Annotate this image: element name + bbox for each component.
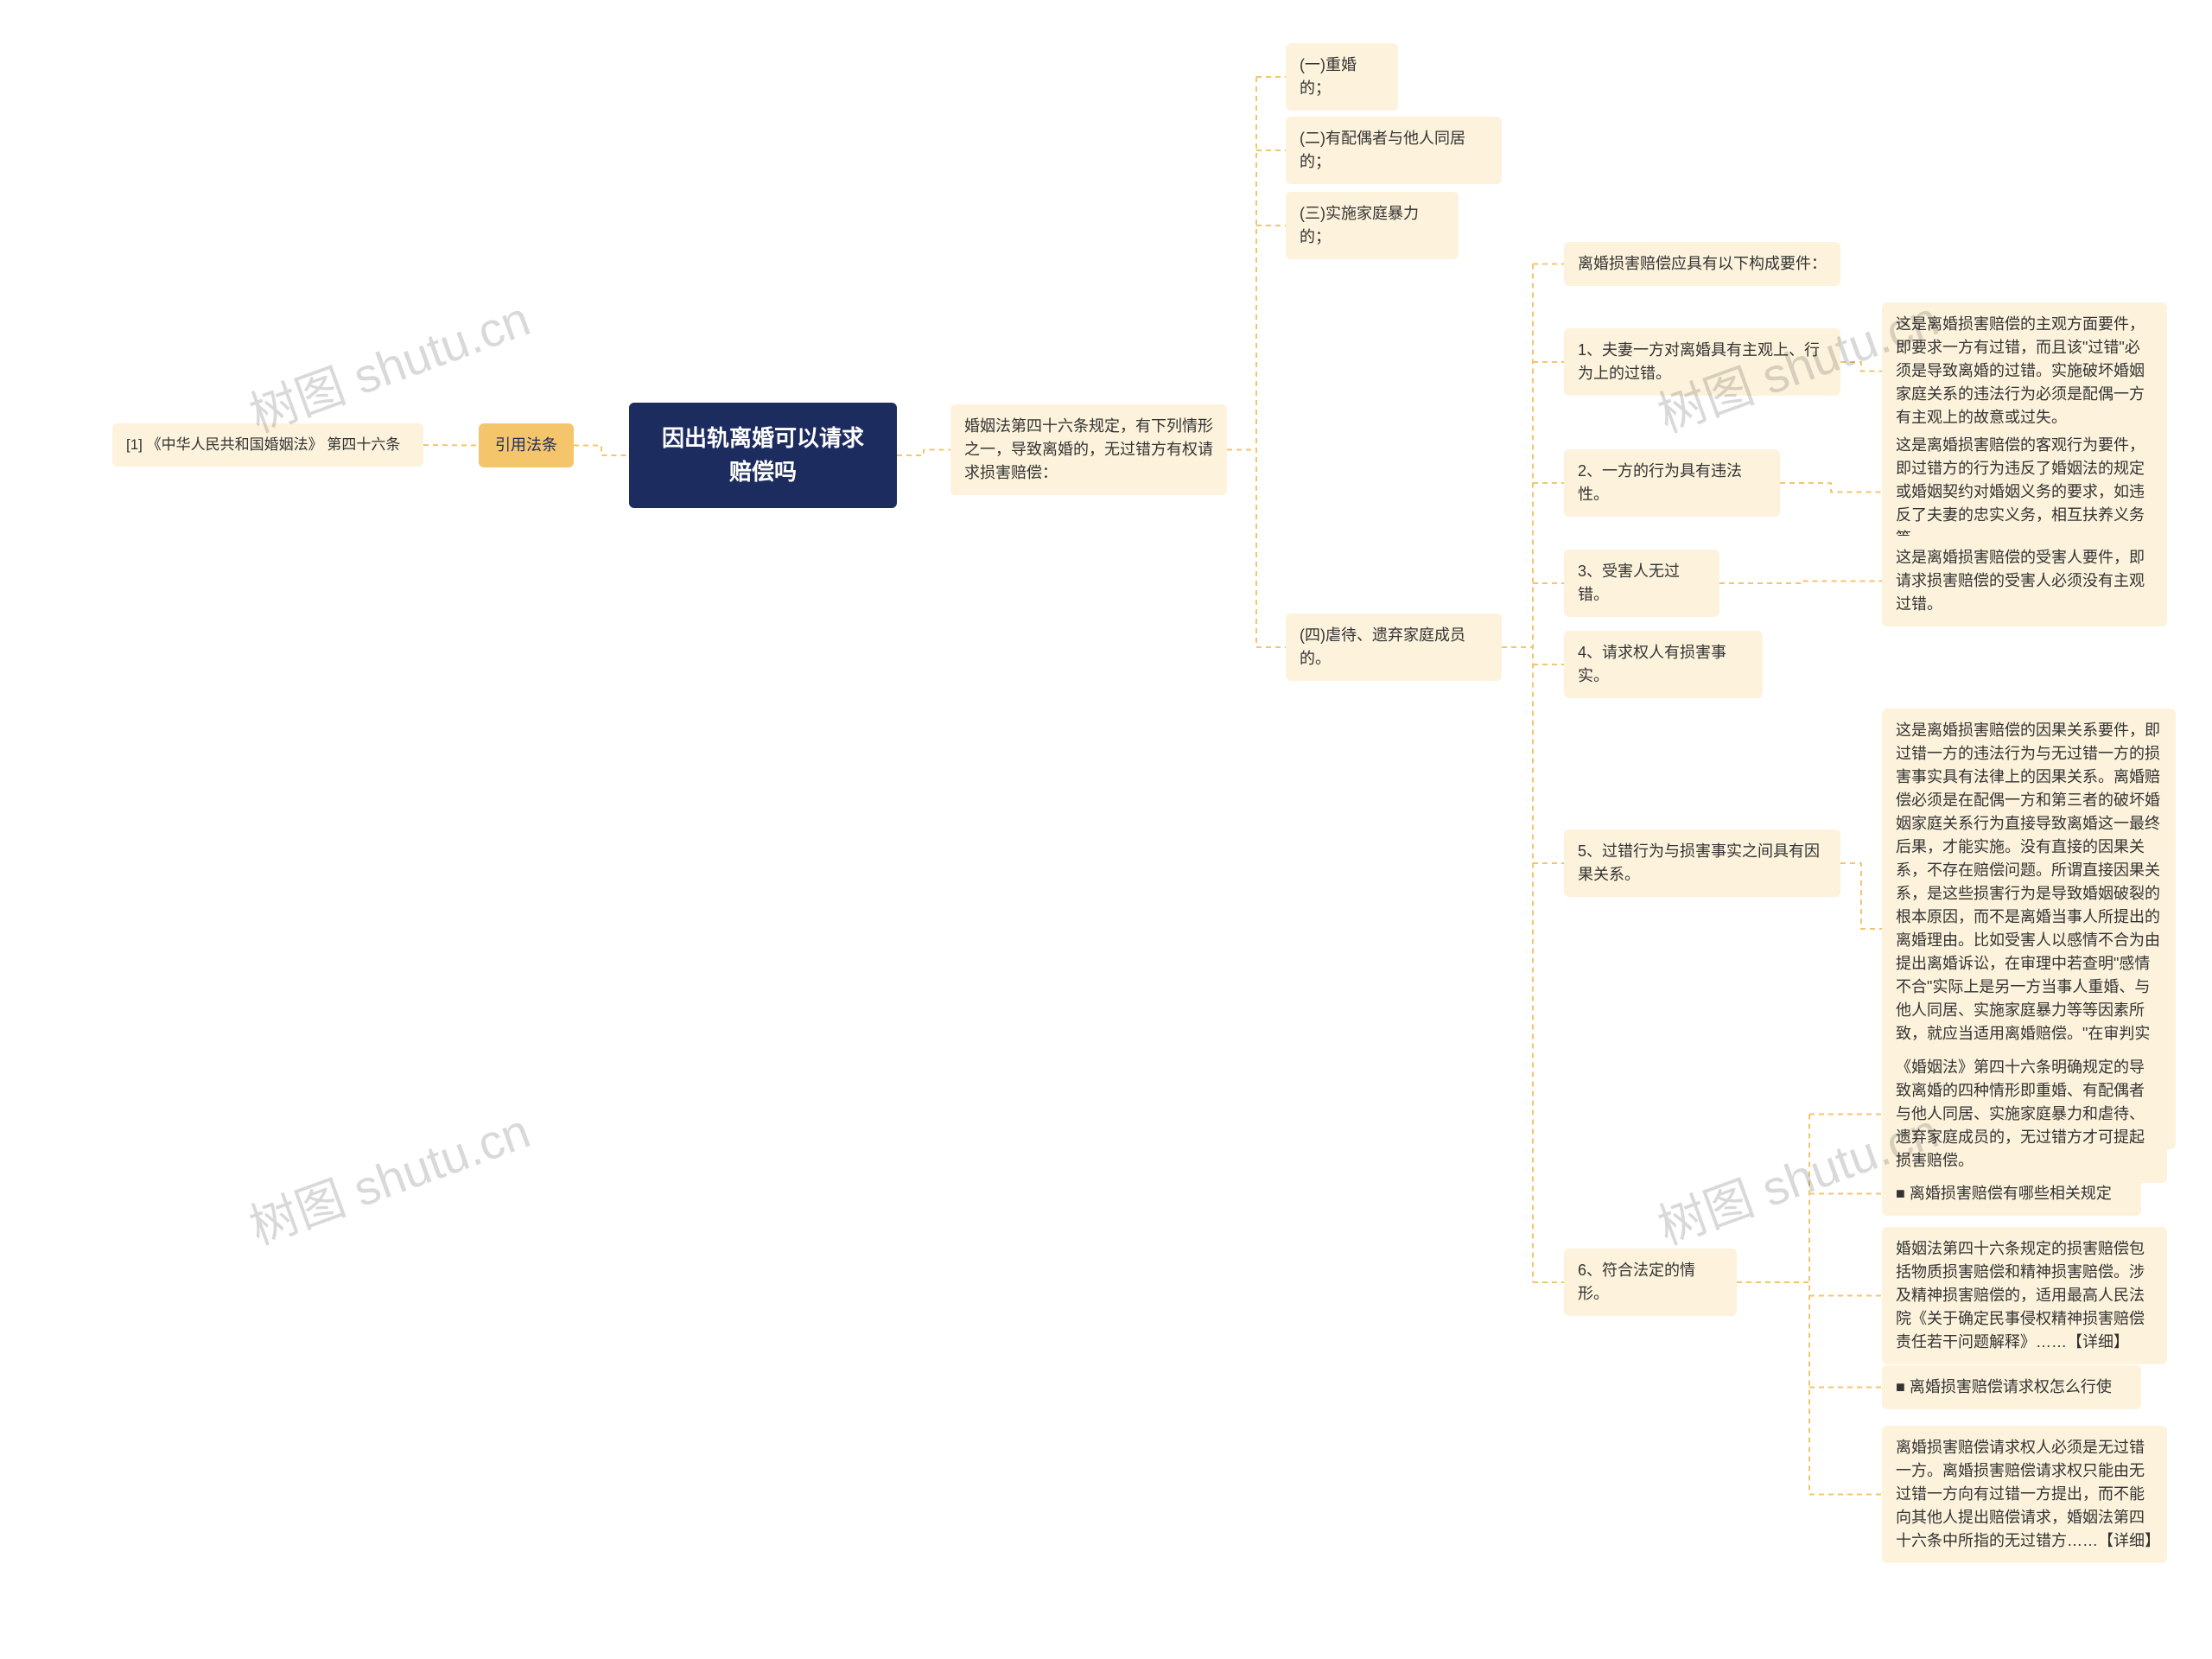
node-b0: 离婚损害赔偿应具有以下构成要件： <box>1564 242 1840 286</box>
node-c6c: 婚姻法第四十六条规定的损害赔偿包括物质损害赔偿和精神损害赔偿。涉及精神损害赔偿的… <box>1882 1227 2167 1364</box>
node-b6: 6、符合法定的情形。 <box>1564 1249 1737 1316</box>
node-c6a: 《婚姻法》第四十六条明确规定的导致离婚的四种情形即重婚、有配偶者与他人同居、实施… <box>1882 1046 2167 1183</box>
node-a1: (一)重婚的； <box>1286 43 1398 111</box>
connector-canvas <box>0 0 2212 1659</box>
node-c3: 这是离婚损害赔偿的受害人要件，即请求损害赔偿的受害人必须没有主观过错。 <box>1882 536 2167 626</box>
node-level2: 婚姻法第四十六条规定，有下列情形之一，导致离婚的，无过错方有权请求损害赔偿： <box>950 404 1227 495</box>
node-b1: 1、夫妻一方对离婚具有主观上、行为上的过错。 <box>1564 328 1840 396</box>
node-b2: 2、一方的行为具有违法性。 <box>1564 449 1780 517</box>
node-c1: 这是离婚损害赔偿的主观方面要件，即要求一方有过错，而且该"过错"必须是导致离婚的… <box>1882 302 2167 440</box>
node-c6d: ■ 离婚损害赔偿请求权怎么行使 <box>1882 1365 2141 1409</box>
node-b4: 4、请求权人有损害事实。 <box>1564 631 1763 698</box>
node-a4: (四)虐待、遗弃家庭成员的。 <box>1286 613 1502 681</box>
node-citation: [1] 《中华人民共和国婚姻法》 第四十六条 <box>112 423 423 467</box>
node-b3: 3、受害人无过错。 <box>1564 550 1719 617</box>
node-a2: (二)有配偶者与他人同居的； <box>1286 117 1502 184</box>
node-c6b: ■ 离婚损害赔偿有哪些相关规定 <box>1882 1172 2141 1216</box>
node-ref: 引用法条 <box>479 423 574 467</box>
node-root: 因出轨离婚可以请求赔偿吗 <box>629 403 897 508</box>
node-a3: (三)实施家庭暴力的； <box>1286 192 1459 259</box>
node-b5: 5、过错行为与损害事实之间具有因果关系。 <box>1564 830 1840 897</box>
node-c6e: 离婚损害赔偿请求权人必须是无过错一方。离婚损害赔偿请求权只能由无过错一方向有过错… <box>1882 1426 2167 1563</box>
